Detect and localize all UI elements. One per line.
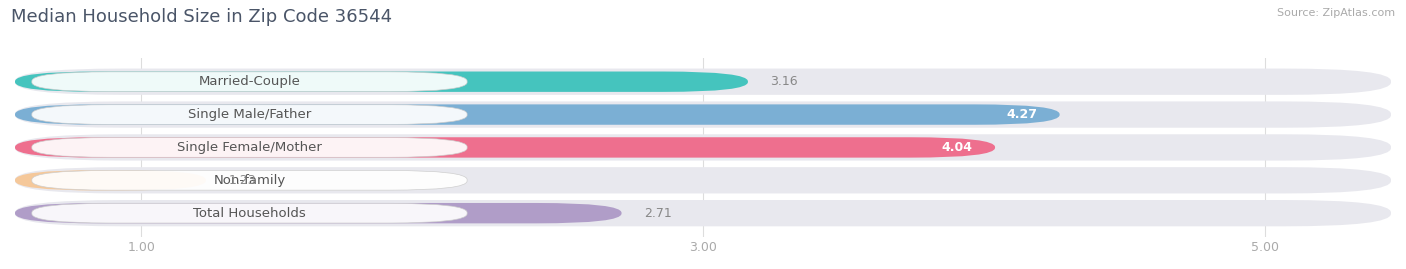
- FancyBboxPatch shape: [32, 72, 467, 91]
- FancyBboxPatch shape: [32, 171, 467, 190]
- Text: 1.23: 1.23: [228, 174, 256, 187]
- Text: Married-Couple: Married-Couple: [198, 75, 301, 88]
- Text: 2.71: 2.71: [644, 207, 672, 220]
- FancyBboxPatch shape: [32, 105, 467, 125]
- FancyBboxPatch shape: [15, 72, 748, 92]
- FancyBboxPatch shape: [32, 203, 467, 223]
- FancyBboxPatch shape: [15, 69, 1391, 95]
- FancyBboxPatch shape: [15, 101, 1391, 128]
- FancyBboxPatch shape: [32, 137, 467, 157]
- FancyBboxPatch shape: [15, 167, 1391, 193]
- Text: Median Household Size in Zip Code 36544: Median Household Size in Zip Code 36544: [11, 8, 392, 26]
- FancyBboxPatch shape: [15, 203, 621, 223]
- Text: Single Male/Father: Single Male/Father: [188, 108, 311, 121]
- FancyBboxPatch shape: [15, 134, 1391, 161]
- Text: 4.04: 4.04: [942, 141, 973, 154]
- Text: Total Households: Total Households: [193, 207, 307, 220]
- Text: Source: ZipAtlas.com: Source: ZipAtlas.com: [1277, 8, 1395, 18]
- Text: 3.16: 3.16: [770, 75, 799, 88]
- Text: Single Female/Mother: Single Female/Mother: [177, 141, 322, 154]
- FancyBboxPatch shape: [15, 170, 205, 190]
- FancyBboxPatch shape: [15, 200, 1391, 226]
- Text: Non-family: Non-family: [214, 174, 285, 187]
- FancyBboxPatch shape: [15, 137, 995, 158]
- FancyBboxPatch shape: [15, 104, 1060, 125]
- Text: 4.27: 4.27: [1007, 108, 1038, 121]
